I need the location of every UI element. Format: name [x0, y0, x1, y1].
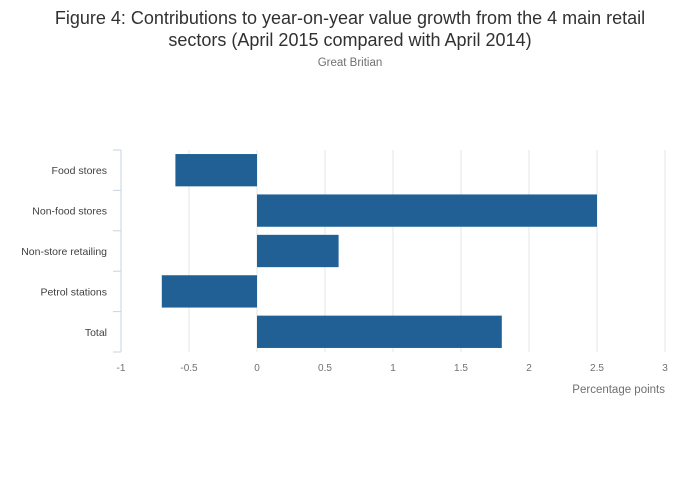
x-tick-label: 1.5	[454, 363, 468, 374]
x-tick-label: -1	[117, 363, 126, 374]
y-category-label: Total	[85, 327, 107, 339]
x-tick-label: -0.5	[180, 363, 198, 374]
y-axis	[113, 149, 122, 353]
y-category-label: Food stores	[52, 165, 107, 177]
y-category-label: Petrol stations	[40, 286, 107, 298]
bars	[161, 154, 597, 348]
chart-title-line-1: Figure 4: Contributions to year-on-year …	[54, 8, 646, 28]
x-tick-label: 2.5	[590, 363, 604, 374]
x-tick-label: 1	[390, 363, 396, 374]
bar[interactable]	[161, 275, 257, 308]
chart-title: Figure 4: Contributions to year-on-year …	[20, 7, 680, 51]
x-axis-title: Percentage points	[572, 384, 665, 396]
y-category-label: Non-store retailing	[21, 246, 107, 258]
x-tick-label: 2	[526, 363, 532, 374]
axis-labels: -1 -0.5 0 0.5 1 1.5 2 2.5 3 Food stores Non-food s…	[21, 165, 668, 396]
x-tick-label: 0	[254, 363, 260, 374]
chart-subtitle: Great Britian	[317, 57, 383, 69]
x-tick-label: 3	[662, 363, 668, 374]
bar[interactable]	[257, 194, 597, 227]
bar[interactable]	[257, 315, 502, 348]
y-category-label: Non-food stores	[32, 206, 107, 218]
chart-title-line-2: sectors (April 2015 compared with April …	[168, 30, 532, 50]
bar[interactable]	[257, 234, 339, 268]
bar[interactable]	[175, 154, 257, 187]
x-tick-label: 0.5	[318, 363, 332, 374]
